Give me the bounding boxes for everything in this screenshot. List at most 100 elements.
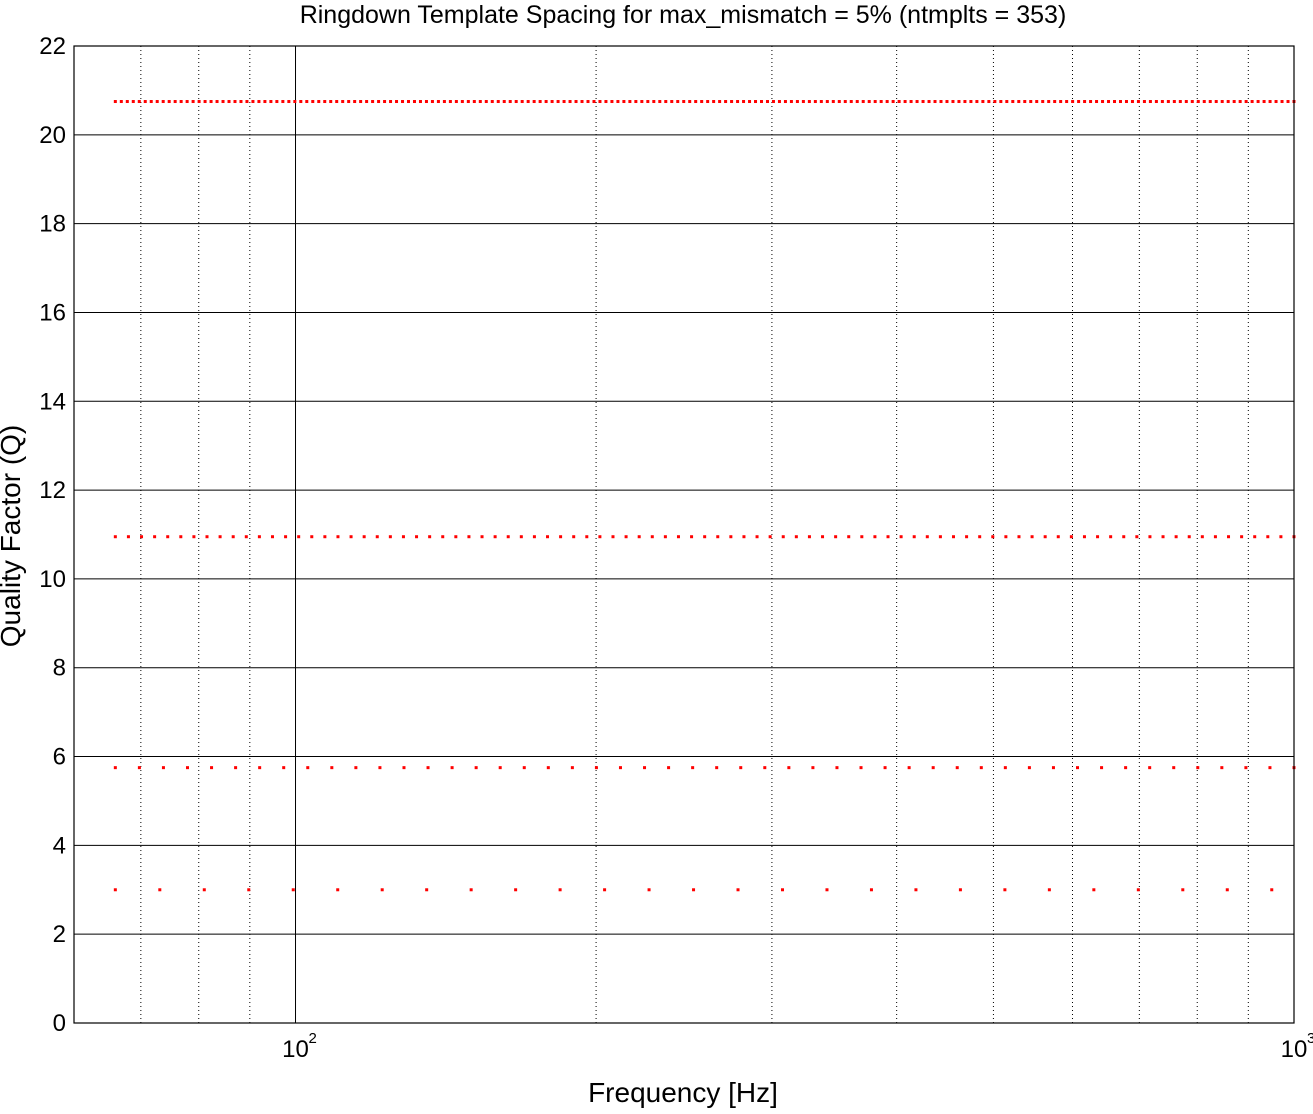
data-point bbox=[849, 100, 853, 104]
data-point bbox=[275, 100, 279, 104]
data-point bbox=[522, 766, 526, 770]
data-point bbox=[520, 100, 524, 104]
data-point bbox=[205, 535, 209, 539]
data-point bbox=[210, 766, 214, 770]
data-point bbox=[349, 535, 353, 539]
data-point bbox=[140, 535, 144, 539]
y-tick-label: 22 bbox=[39, 33, 66, 60]
data-point bbox=[1154, 100, 1158, 104]
data-point bbox=[448, 100, 452, 104]
data-point bbox=[317, 100, 321, 104]
data-point bbox=[442, 100, 446, 104]
data-points bbox=[113, 100, 1296, 892]
data-point bbox=[819, 100, 823, 104]
data-point bbox=[739, 766, 743, 770]
data-point bbox=[969, 100, 973, 104]
data-point bbox=[244, 535, 248, 539]
data-point bbox=[1244, 766, 1248, 770]
data-point bbox=[873, 100, 877, 104]
data-point bbox=[958, 888, 962, 892]
data-point bbox=[179, 535, 183, 539]
data-point bbox=[843, 100, 847, 104]
data-point bbox=[125, 100, 129, 104]
data-point bbox=[907, 766, 911, 770]
data-point bbox=[1092, 888, 1096, 892]
data-point bbox=[251, 100, 255, 104]
data-point bbox=[1148, 766, 1152, 770]
data-point bbox=[401, 535, 405, 539]
data-point bbox=[1225, 888, 1229, 892]
data-point bbox=[239, 100, 243, 104]
data-point bbox=[478, 100, 482, 104]
data-point bbox=[1124, 100, 1128, 104]
data-point bbox=[825, 888, 829, 892]
data-point bbox=[424, 100, 428, 104]
data-point bbox=[1160, 100, 1164, 104]
data-point bbox=[215, 100, 219, 104]
data-point bbox=[1279, 535, 1283, 539]
data-point bbox=[891, 100, 895, 104]
data-point bbox=[580, 100, 584, 104]
data-point bbox=[933, 100, 937, 104]
y-tick-label: 0 bbox=[53, 1010, 66, 1037]
data-point bbox=[291, 888, 295, 892]
data-point bbox=[931, 766, 935, 770]
data-point bbox=[795, 100, 799, 104]
y-tick-label: 4 bbox=[53, 832, 66, 859]
data-point bbox=[1142, 100, 1146, 104]
data-point bbox=[1035, 100, 1039, 104]
data-point bbox=[484, 100, 488, 104]
data-point bbox=[546, 766, 550, 770]
chart-title: Ringdown Template Spacing for max_mismat… bbox=[300, 1, 1067, 29]
data-point bbox=[161, 100, 165, 104]
data-point bbox=[1030, 535, 1034, 539]
data-point bbox=[137, 766, 141, 770]
x-tick-exponent: 2 bbox=[309, 1030, 317, 1047]
data-point bbox=[1109, 535, 1113, 539]
data-point bbox=[912, 535, 916, 539]
data-point bbox=[401, 100, 405, 104]
data-point bbox=[664, 100, 668, 104]
data-point bbox=[1250, 100, 1254, 104]
data-point bbox=[1096, 535, 1100, 539]
data-point bbox=[380, 888, 384, 892]
data-point bbox=[425, 888, 429, 892]
data-point bbox=[1256, 100, 1260, 104]
data-point bbox=[155, 100, 159, 104]
data-point bbox=[676, 535, 680, 539]
data-point bbox=[149, 100, 153, 104]
data-point bbox=[233, 100, 237, 104]
data-point bbox=[1029, 100, 1033, 104]
data-point bbox=[694, 100, 698, 104]
data-point bbox=[978, 535, 982, 539]
data-point bbox=[585, 535, 589, 539]
data-point bbox=[1107, 100, 1111, 104]
y-tick-label: 14 bbox=[39, 388, 66, 415]
y-tick-label: 8 bbox=[53, 655, 66, 682]
data-point bbox=[1051, 766, 1055, 770]
data-point bbox=[371, 100, 375, 104]
data-point bbox=[460, 100, 464, 104]
data-point bbox=[173, 100, 177, 104]
data-point bbox=[1076, 766, 1080, 770]
data-point bbox=[690, 535, 694, 539]
data-point bbox=[559, 535, 563, 539]
data-point bbox=[729, 535, 733, 539]
data-point bbox=[909, 100, 913, 104]
data-point bbox=[113, 535, 117, 539]
data-point bbox=[811, 766, 815, 770]
data-point bbox=[1196, 100, 1200, 104]
data-point bbox=[831, 100, 835, 104]
data-point bbox=[1065, 100, 1069, 104]
data-point bbox=[765, 100, 769, 104]
data-point bbox=[562, 100, 566, 104]
data-point bbox=[945, 100, 949, 104]
data-point bbox=[914, 888, 918, 892]
data-point bbox=[1238, 100, 1242, 104]
data-point bbox=[604, 100, 608, 104]
data-point bbox=[1136, 100, 1140, 104]
data-point bbox=[993, 100, 997, 104]
y-tick-label: 6 bbox=[53, 744, 66, 771]
data-point bbox=[167, 100, 171, 104]
data-point bbox=[341, 100, 345, 104]
